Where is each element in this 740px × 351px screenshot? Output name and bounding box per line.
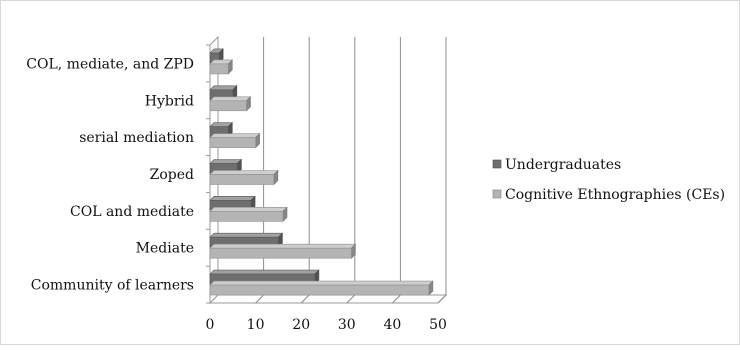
bar-top bbox=[209, 280, 434, 286]
legend-label: Undergraduates bbox=[505, 157, 621, 173]
bar bbox=[209, 59, 233, 75]
category-label: Mediate bbox=[136, 241, 194, 257]
bar-front bbox=[209, 211, 284, 222]
x-tick-label: 50 bbox=[429, 317, 447, 333]
category-label: COL and mediate bbox=[70, 204, 194, 220]
floor-gridline bbox=[392, 294, 401, 304]
bar-top bbox=[209, 96, 252, 102]
bar bbox=[209, 48, 224, 64]
bar-top bbox=[209, 85, 238, 91]
floor-gridline bbox=[346, 294, 356, 304]
legend-label: Cognitive Ethnographies (CEs) bbox=[505, 187, 725, 203]
category-label: Community of learners bbox=[31, 278, 194, 294]
legend: Undergraduates Cognitive Ethnographies (C… bbox=[492, 157, 725, 203]
category-labels: COL, mediate, and ZPD Hybrid serial mediat… bbox=[26, 56, 194, 293]
gridlines bbox=[206, 37, 447, 304]
bar bbox=[209, 269, 320, 285]
bar bbox=[209, 85, 238, 101]
floor-gridline bbox=[300, 294, 310, 304]
bar bbox=[209, 169, 279, 186]
bar-top bbox=[209, 207, 288, 212]
category-label: serial mediation bbox=[79, 130, 194, 146]
x-tick-label: 20 bbox=[292, 317, 310, 333]
bar-front bbox=[209, 100, 247, 112]
bar-top bbox=[209, 232, 284, 238]
bar-top bbox=[209, 170, 279, 175]
bar-top bbox=[209, 159, 243, 164]
floor-gridline bbox=[437, 294, 447, 304]
category-label: Hybrid bbox=[145, 93, 194, 109]
bar-top bbox=[209, 133, 261, 138]
bar-top bbox=[209, 243, 357, 249]
floor bbox=[208, 294, 448, 304]
bar-front bbox=[209, 63, 229, 75]
chart-walls bbox=[208, 35, 448, 305]
bar bbox=[209, 280, 434, 296]
bar bbox=[209, 206, 288, 223]
legend-swatch bbox=[492, 159, 502, 169]
legend-swatch bbox=[492, 189, 502, 199]
x-tick-label: 0 bbox=[206, 317, 215, 333]
bar-top bbox=[209, 269, 320, 275]
bar bbox=[209, 96, 252, 112]
bar bbox=[209, 195, 256, 212]
bar-front bbox=[209, 284, 430, 296]
bar bbox=[209, 243, 357, 259]
x-tick-label: 40 bbox=[383, 317, 401, 333]
bar-front bbox=[209, 174, 275, 185]
category-label: COL, mediate, and ZPD bbox=[26, 56, 194, 72]
bar bbox=[209, 132, 261, 149]
x-tick-labels: 0 10 20 30 40 50 bbox=[206, 317, 447, 333]
bar bbox=[209, 232, 284, 248]
bars bbox=[209, 48, 434, 296]
bar-front bbox=[209, 137, 256, 148]
floor-gridline bbox=[255, 294, 264, 304]
bar-front bbox=[209, 247, 352, 259]
bar-top bbox=[209, 196, 256, 201]
x-tick-label: 30 bbox=[338, 317, 356, 333]
category-label: Zoped bbox=[150, 167, 194, 183]
bar bbox=[209, 158, 243, 175]
x-tick-label: 10 bbox=[247, 317, 265, 333]
